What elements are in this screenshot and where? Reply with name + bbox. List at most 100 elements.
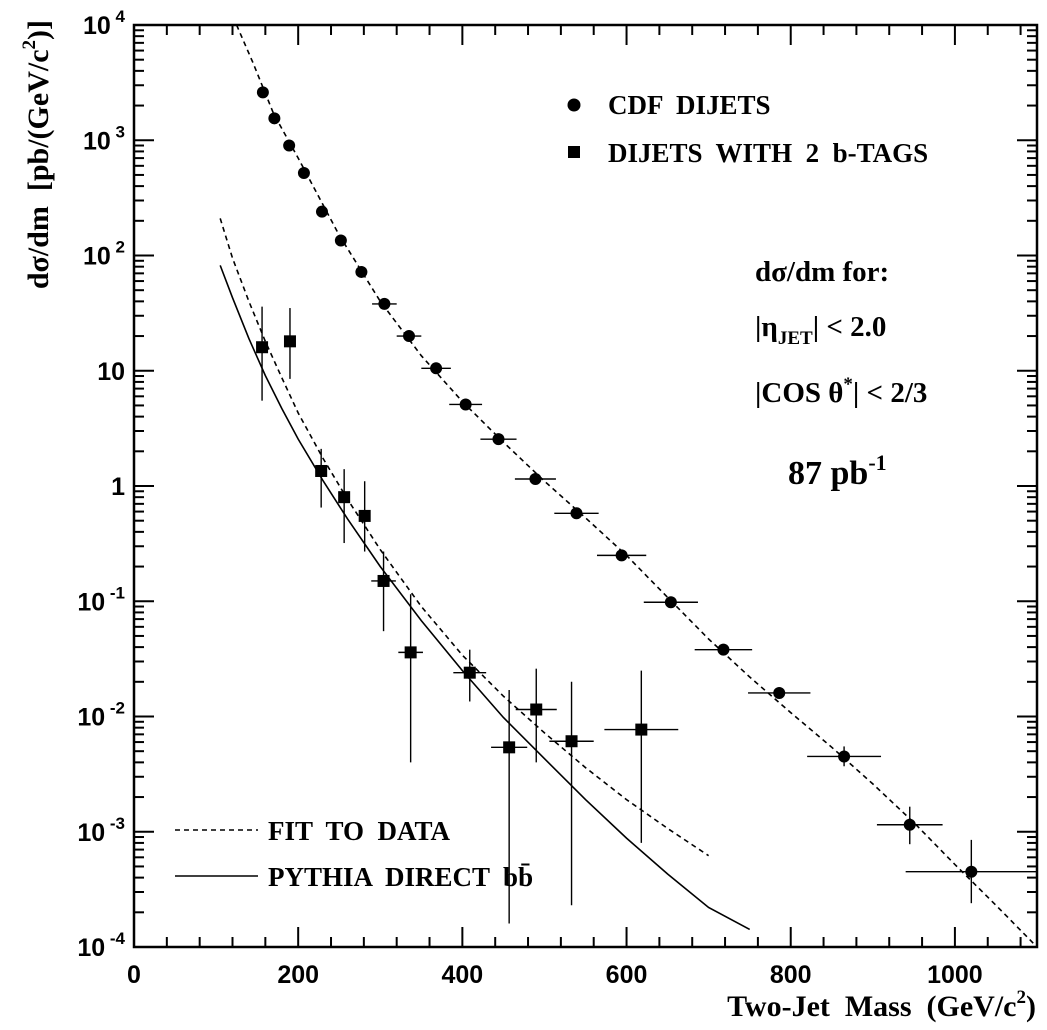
legend-circle-marker — [567, 98, 581, 112]
circle-marker — [965, 865, 978, 878]
circle-marker — [838, 750, 851, 763]
square-marker — [635, 723, 648, 736]
btag-point — [398, 594, 423, 763]
square-marker — [338, 491, 351, 504]
axis-tick-labels: 0 200 400 600 800 1000 10 4 10 3 10 2 10 1 10 -1 10 … — [77, 7, 982, 989]
legend-cdf-dijets: CDF DIJETS — [608, 90, 771, 120]
dijet-point — [315, 205, 328, 218]
btag-point — [371, 551, 396, 632]
square-marker — [463, 666, 476, 679]
x-axis-title: Two-Jet Mass (GeV/c2) — [727, 987, 1036, 1023]
dijet-point — [334, 234, 347, 247]
dijet-point — [876, 806, 943, 845]
circle-marker — [297, 166, 310, 179]
y-tick-label: 10 2 — [83, 238, 125, 271]
x-tick-label: 800 — [770, 961, 812, 989]
annotation-block: dσ/dm for: |ηJET| < 2.0 |COS θ*| < 2/3 8… — [755, 256, 927, 492]
circle-marker — [355, 265, 368, 278]
btag-point — [338, 469, 351, 544]
fit-curve — [235, 24, 1038, 948]
circle-marker — [717, 643, 730, 656]
x-tick-label: 200 — [277, 961, 319, 989]
y-tick-label: 10 -1 — [77, 583, 125, 616]
dijet-point — [554, 507, 599, 520]
btag-point — [256, 306, 269, 401]
square-marker — [530, 703, 543, 716]
dijet-point — [396, 330, 422, 343]
dijet-point — [514, 473, 556, 486]
btag-point — [283, 308, 296, 379]
square-marker — [315, 464, 328, 477]
circle-marker — [334, 234, 347, 247]
x-tick-label: 0 — [127, 961, 141, 989]
dijet-point — [807, 746, 882, 767]
dijet-point — [694, 643, 753, 656]
legend-bottom: FIT TO DATA PYTHIA DIRECT bb̄ — [175, 816, 533, 892]
square-marker — [256, 341, 269, 354]
y-tick-label: 10 3 — [83, 122, 125, 155]
circle-marker — [492, 433, 505, 446]
circle-marker — [430, 362, 443, 375]
circle-marker — [268, 112, 281, 125]
btag-point — [358, 481, 371, 552]
circle-marker — [529, 473, 542, 486]
annotation-cos-cut: |COS θ*| < 2/3 — [755, 374, 927, 409]
circle-marker — [664, 596, 677, 609]
y-tick-label: 1 — [111, 473, 125, 501]
y-tick-label: 10 — [97, 358, 125, 386]
annotation-dsigma-dm: dσ/dm for: — [755, 256, 889, 288]
dijet-point — [372, 297, 397, 310]
circle-marker — [378, 297, 391, 310]
circle-marker — [403, 330, 416, 343]
dijet-point — [748, 686, 811, 699]
x-tick-label: 1000 — [927, 961, 983, 989]
dijet-point — [421, 362, 451, 375]
dijet-point — [355, 265, 368, 278]
circle-marker — [773, 686, 786, 699]
dijet-point — [283, 139, 296, 152]
circle-marker — [459, 398, 472, 411]
y-tick-label: 10 -2 — [77, 699, 125, 732]
dijet-point — [449, 398, 483, 411]
btag-point — [515, 668, 557, 763]
dijet-point — [905, 839, 1037, 904]
data-points — [256, 86, 1037, 924]
dijet-point — [297, 166, 310, 179]
dijet-point — [256, 86, 269, 99]
btag-point — [315, 448, 328, 508]
circle-marker — [315, 205, 328, 218]
legend-top: CDF DIJETS DIJETS WITH 2 b-TAGS — [567, 90, 928, 168]
circle-marker — [615, 549, 628, 562]
annotation-eta-cut: |ηJET| < 2.0 — [755, 311, 886, 349]
dijet-point — [268, 112, 281, 125]
dijet-point — [643, 596, 698, 609]
btag-point — [453, 649, 487, 702]
annotation-luminosity: 87 pb-1 — [788, 450, 887, 492]
btag-point — [491, 689, 528, 924]
legend-fit-to-data: FIT TO DATA — [268, 816, 451, 846]
btag-point — [604, 670, 679, 843]
square-marker — [377, 574, 390, 587]
y-tick-label: 10 -3 — [77, 814, 125, 847]
dijet-point — [480, 433, 517, 446]
axis-ticks — [133, 24, 1037, 948]
circle-marker — [570, 507, 583, 520]
legend-square-marker — [568, 146, 580, 158]
btag-point — [549, 681, 594, 906]
legend-btag-dijets: DIJETS WITH 2 b-TAGS — [608, 138, 928, 168]
x-tick-label: 400 — [442, 961, 484, 989]
square-marker — [565, 735, 578, 748]
y-tick-label: 10 4 — [83, 7, 126, 40]
y-tick-label: 10 -4 — [77, 929, 125, 962]
circle-marker — [903, 818, 916, 831]
square-marker — [404, 646, 417, 659]
square-marker — [283, 335, 296, 348]
legend-pythia-direct: PYTHIA DIRECT bb̄ — [268, 862, 533, 892]
square-marker — [503, 741, 516, 754]
x-tick-label: 600 — [606, 961, 648, 989]
square-marker — [358, 509, 371, 522]
fit-curve — [219, 218, 710, 857]
circle-marker — [283, 139, 296, 152]
circle-marker — [256, 86, 269, 99]
